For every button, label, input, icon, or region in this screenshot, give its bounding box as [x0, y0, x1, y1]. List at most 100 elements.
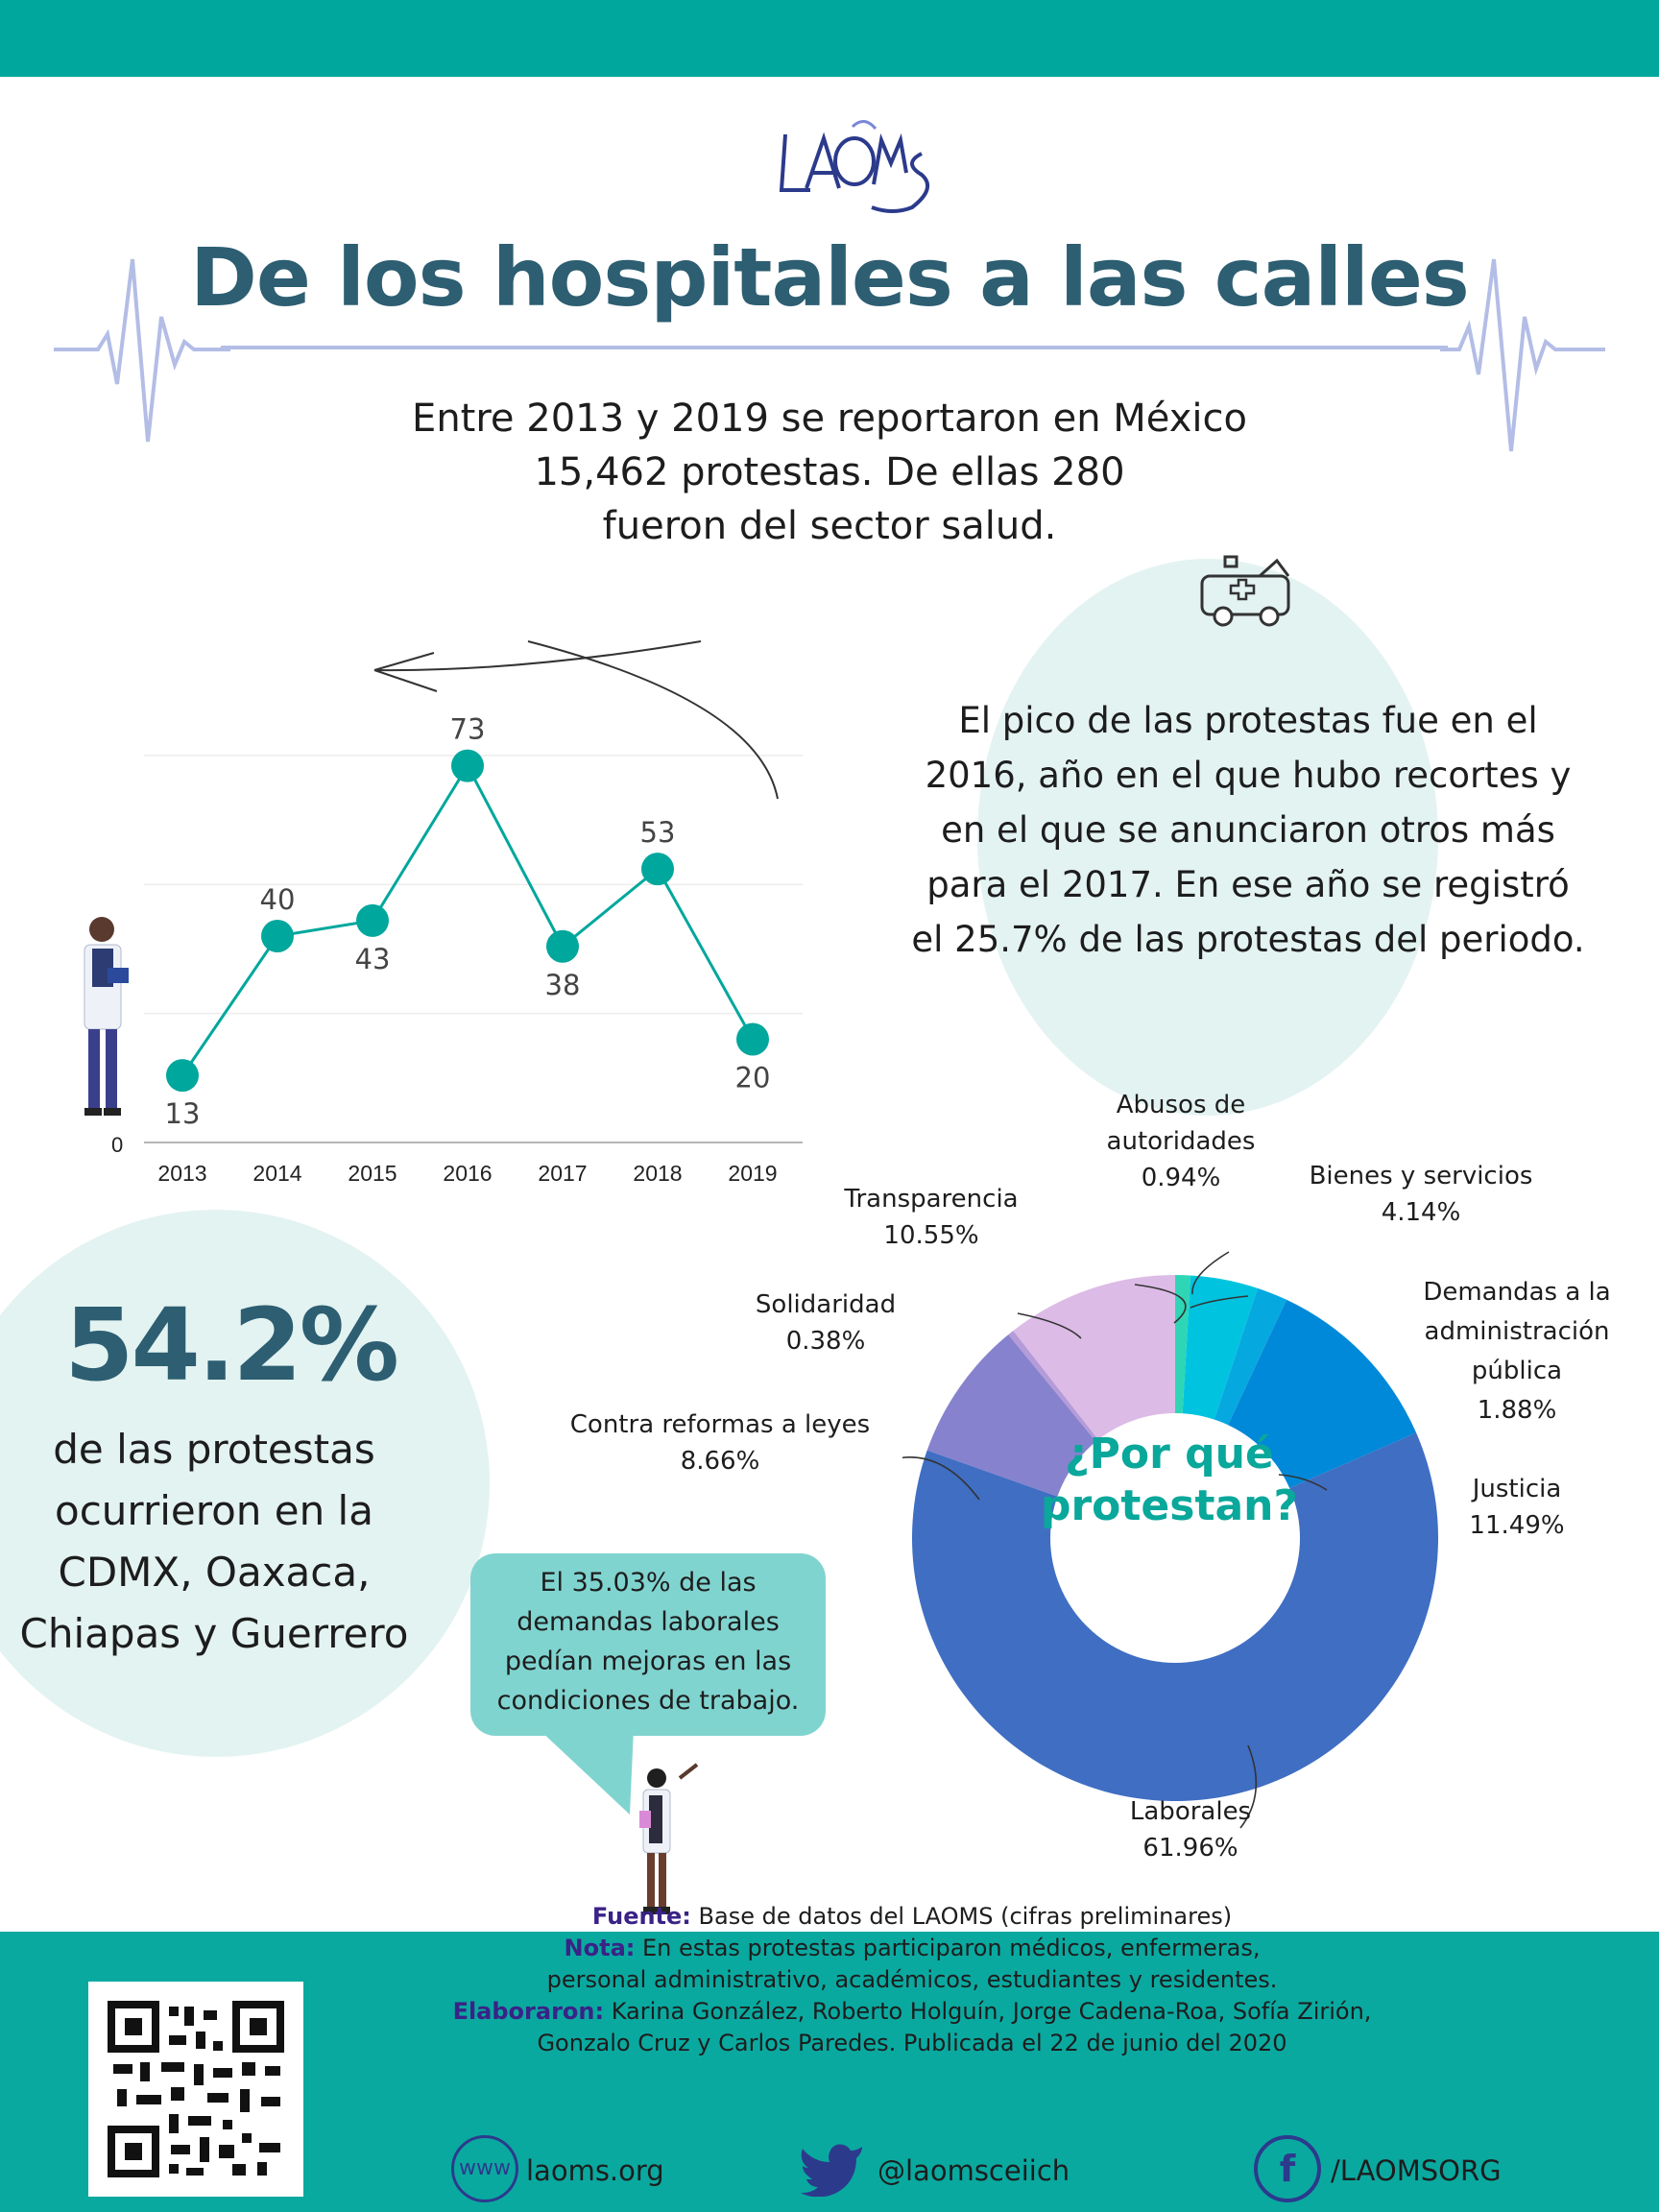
qr-code-icon — [108, 2001, 284, 2177]
x-tick-label: 2017 — [538, 1161, 587, 1186]
label-bienes-pct: 4.14% — [1381, 1198, 1461, 1227]
intro-line: 15,462 protestas. De ellas 280 — [534, 450, 1125, 494]
arrow-annotation — [373, 640, 702, 692]
stat-line: Chiapas y Guerrero — [19, 1610, 409, 1657]
footer-fuente: Fuente: Base de datos del LAOMS (cifras … — [384, 1901, 1440, 1933]
label-demandas-line: administración — [1424, 1317, 1610, 1346]
label-demandas-line: pública — [1471, 1357, 1563, 1385]
label-reformas: Contra reformas a leyes 8.66% — [547, 1407, 893, 1479]
label-justicia-line: Justicia — [1472, 1475, 1562, 1503]
peak-line: en el que se anunciaron otros más — [941, 809, 1555, 851]
web-icon: www — [451, 2135, 518, 2202]
facebook-icon: f — [1254, 2135, 1321, 2202]
line-data-labels: 13 40 43 73 38 53 20 — [165, 713, 771, 1131]
footer-credits: Fuente: Base de datos del LAOMS (cifras … — [384, 1901, 1440, 2059]
x-tick-label: 2015 — [348, 1161, 397, 1186]
stat-value: 54.2% — [64, 1286, 399, 1404]
footer-elaboraron: Elaboraron: Karina González, Roberto Hol… — [384, 1996, 1440, 2028]
label-demandas-pct: 1.88% — [1477, 1396, 1557, 1425]
arrow-curve — [527, 640, 779, 800]
footer-nota-2: personal administrativo, académicos, est… — [546, 1966, 1278, 1993]
data-label: 43 — [355, 943, 391, 975]
label-transparencia: Transparencia 10.55% — [826, 1181, 1037, 1254]
leader-lines — [902, 1251, 1328, 1829]
protests-line-chart: 0 13 40 43 73 38 53 20 2013 2014 2015 2016 2017 201… — [111, 640, 803, 1186]
x-tick-label: 2019 — [728, 1161, 777, 1186]
data-label: 38 — [545, 969, 581, 1001]
footer-nota: Nota: En estas protestas participaron mé… — [384, 1933, 1440, 1964]
data-point — [166, 1059, 199, 1093]
bubble-line: condiciones de trabajo. — [496, 1686, 800, 1716]
footer-elaboraron-2: Gonzalo Cruz y Carlos Paredes. Publicada… — [537, 2030, 1287, 2056]
stat-line: CDMX, Oaxaca, — [58, 1549, 371, 1596]
line-series — [180, 762, 755, 1076]
label-abusos-pct: 0.94% — [1141, 1164, 1221, 1192]
peak-line: El pico de las protestas fue en el — [958, 700, 1538, 741]
line-points — [166, 749, 769, 1093]
bubble-line: pedían mejoras en las — [504, 1647, 792, 1676]
peak-text: El pico de las protestas fue en el 2016,… — [826, 693, 1659, 967]
label-reformas-pct: 8.66% — [680, 1447, 760, 1476]
data-point — [451, 749, 484, 782]
heartbeat-baseline — [221, 346, 1448, 349]
stat-line: ocurrieron en la — [55, 1487, 373, 1534]
stat-line: de las protestas — [53, 1426, 375, 1473]
data-point — [356, 903, 389, 937]
speech-bubble — [470, 1553, 826, 1736]
x-tick-label: 2014 — [252, 1161, 301, 1186]
twitter-handle[interactable]: @laomsceiich — [878, 2154, 1070, 2187]
x-axis-ticks: 2013 2014 2015 2016 2017 2018 2019 — [157, 1161, 777, 1186]
qr-code[interactable] — [88, 1982, 303, 2197]
speech-bubble-tail — [538, 1728, 634, 1815]
peak-line: 2016, año en el que hubo recortes y — [925, 755, 1572, 796]
label-abusos-line: autoridades — [1106, 1127, 1256, 1156]
website-link[interactable]: laoms.org — [526, 2154, 664, 2187]
label-abusos: Abusos de autoridades 0.94% — [1066, 1087, 1296, 1196]
label-bienes: Bienes y servicios 4.14% — [1277, 1158, 1565, 1231]
facebook-handle[interactable]: /LAOMSORG — [1331, 2154, 1502, 2187]
stat-text: de las protestas ocurrieron en la CDMX, … — [0, 1419, 428, 1665]
label-laborales-pct: 61.96% — [1142, 1834, 1238, 1863]
x-tick-label: 2016 — [443, 1161, 492, 1186]
twitter-icon — [801, 2144, 862, 2197]
top-banner — [0, 0, 1659, 77]
data-label: 73 — [450, 713, 486, 746]
label-transparencia-pct: 10.55% — [883, 1221, 979, 1250]
nota-key: Nota: — [564, 1935, 636, 1961]
peak-circle-bg — [977, 559, 1438, 1116]
label-bienes-line: Bienes y servicios — [1309, 1162, 1533, 1190]
data-label: 20 — [735, 1062, 771, 1094]
data-point — [261, 920, 294, 952]
y-tick-label: 0 — [111, 1133, 123, 1157]
data-label: 13 — [165, 1097, 201, 1130]
label-laborales-line: Laborales — [1129, 1797, 1252, 1826]
label-laborales: Laborales 61.96% — [1085, 1793, 1296, 1866]
data-label: 40 — [260, 883, 296, 916]
data-label: 53 — [640, 816, 676, 849]
peak-line: para el 2017. En ese año se registró — [926, 864, 1570, 905]
label-solidaridad-line: Solidaridad — [755, 1290, 897, 1319]
laoms-logo — [779, 120, 930, 213]
label-demandas-line: Demandas a la — [1423, 1278, 1611, 1307]
label-solidaridad: Solidaridad 0.38% — [730, 1286, 922, 1359]
line-chart-gridlines: 0 — [111, 755, 803, 1157]
fuente-key: Fuente: — [591, 1903, 691, 1930]
bubble-text: El 35.03% de las demandas laborales pedí… — [480, 1563, 816, 1720]
x-tick-label: 2013 — [157, 1161, 206, 1186]
donut-hole — [1050, 1413, 1300, 1663]
fuente-val: Base de datos del LAOMS (cifras prelimin… — [690, 1903, 1233, 1930]
intro-text: Entre 2013 y 2019 se reportaron en Méxic… — [253, 392, 1406, 553]
label-solidaridad-pct: 0.38% — [785, 1327, 866, 1356]
donut-center-label: ¿Por qué protestan? — [1025, 1429, 1313, 1532]
label-justicia-pct: 11.49% — [1469, 1511, 1565, 1540]
label-reformas-line: Contra reformas a leyes — [569, 1410, 871, 1439]
intro-line: fueron del sector salud. — [602, 504, 1057, 548]
heartbeat-line-right — [1440, 258, 1605, 452]
elab-val: Karina González, Roberto Holguín, Jorge … — [604, 1998, 1372, 2025]
bubble-line: El 35.03% de las — [540, 1568, 757, 1598]
peak-line: el 25.7% de las protestas del periodo. — [911, 919, 1585, 960]
label-abusos-line: Abusos de — [1116, 1091, 1246, 1119]
bubble-line: demandas laborales — [517, 1607, 780, 1637]
data-point — [736, 1022, 769, 1056]
intro-line: Entre 2013 y 2019 se reportaron en Méxic… — [412, 397, 1247, 441]
